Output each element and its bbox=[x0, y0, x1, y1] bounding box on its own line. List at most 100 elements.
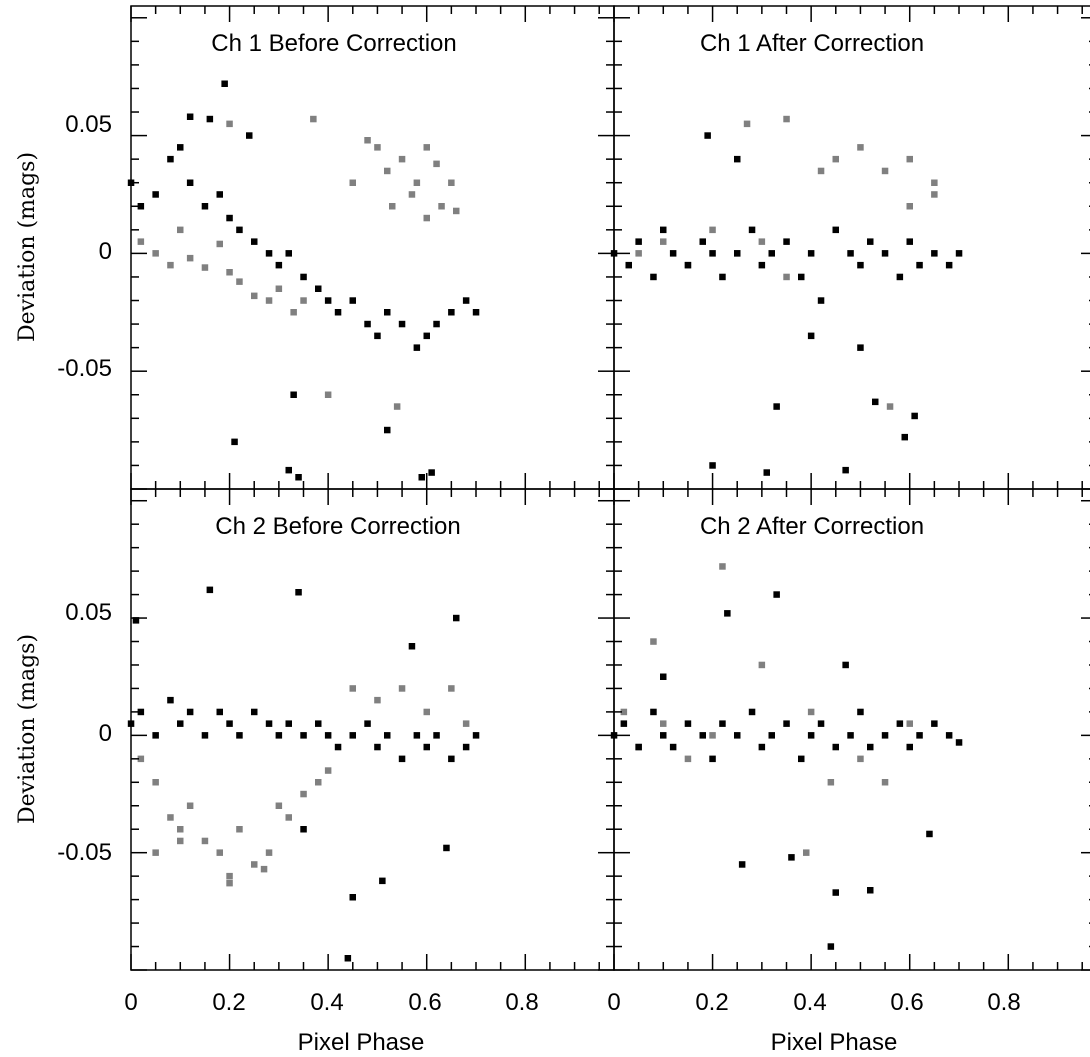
data-point bbox=[216, 240, 223, 248]
data-point bbox=[334, 309, 342, 316]
data-point bbox=[295, 589, 302, 596]
data-point bbox=[462, 297, 470, 304]
data-point bbox=[433, 160, 440, 168]
data-point bbox=[285, 720, 292, 727]
data-point bbox=[393, 403, 401, 410]
data-point bbox=[285, 250, 292, 257]
data-point bbox=[137, 203, 145, 210]
data-point bbox=[453, 614, 460, 622]
data-point bbox=[896, 720, 904, 727]
data-point bbox=[955, 739, 963, 746]
data-point bbox=[763, 469, 770, 476]
y-tick-label: 0 bbox=[99, 238, 112, 265]
data-point bbox=[295, 474, 302, 481]
data-point bbox=[423, 743, 430, 751]
data-point bbox=[896, 273, 904, 281]
data-point bbox=[167, 155, 174, 163]
data-point bbox=[137, 238, 145, 245]
data-point bbox=[201, 264, 209, 271]
data-point bbox=[206, 115, 214, 123]
data-point bbox=[650, 708, 657, 716]
data-point bbox=[931, 720, 938, 727]
data-point bbox=[300, 790, 307, 798]
data-point bbox=[186, 179, 194, 186]
data-point bbox=[226, 872, 233, 880]
data-point bbox=[817, 720, 825, 727]
data-point bbox=[226, 214, 233, 222]
data-point bbox=[413, 344, 421, 351]
data-point bbox=[955, 250, 963, 257]
data-point bbox=[236, 278, 243, 285]
data-point bbox=[300, 297, 307, 304]
data-point bbox=[408, 643, 416, 650]
data-point bbox=[413, 179, 421, 186]
data-point bbox=[226, 879, 233, 887]
data-point bbox=[709, 755, 716, 763]
data-point bbox=[231, 438, 238, 446]
data-point bbox=[364, 137, 371, 144]
data-point bbox=[186, 802, 194, 809]
data-point bbox=[906, 155, 913, 163]
data-point bbox=[290, 391, 297, 398]
data-point bbox=[384, 309, 391, 316]
data-point bbox=[349, 894, 356, 901]
data-point bbox=[246, 132, 253, 139]
data-point bbox=[285, 814, 292, 821]
data-point bbox=[906, 203, 913, 210]
data-point bbox=[847, 250, 854, 257]
data-point bbox=[743, 120, 751, 128]
data-point bbox=[275, 285, 283, 292]
data-point bbox=[251, 861, 258, 868]
data-point bbox=[349, 685, 356, 692]
y-tick-label: -0.05 bbox=[57, 839, 112, 866]
data-point bbox=[285, 466, 292, 474]
data-point bbox=[817, 167, 825, 175]
data-point bbox=[857, 755, 864, 763]
data-point bbox=[684, 720, 692, 727]
data-point bbox=[684, 261, 692, 269]
data-point bbox=[857, 144, 864, 151]
data-point bbox=[186, 708, 194, 716]
data-point bbox=[413, 732, 421, 739]
data-point bbox=[462, 720, 470, 727]
data-point bbox=[867, 238, 874, 245]
data-point bbox=[462, 743, 470, 751]
data-point bbox=[251, 238, 258, 245]
data-point bbox=[635, 238, 642, 245]
data-point bbox=[827, 779, 835, 786]
data-point bbox=[847, 732, 854, 739]
data-point bbox=[226, 269, 233, 276]
data-point bbox=[167, 814, 174, 821]
data-point bbox=[384, 732, 391, 739]
data-point bbox=[177, 837, 184, 845]
data-point bbox=[881, 779, 889, 786]
data-point bbox=[734, 155, 741, 163]
data-point bbox=[669, 743, 677, 751]
data-point bbox=[842, 661, 849, 669]
panel-title: Ch 2 Before Correction bbox=[215, 513, 460, 540]
data-point bbox=[783, 720, 790, 727]
data-point bbox=[783, 238, 790, 245]
x-tick-label: 0.4 bbox=[310, 989, 343, 1016]
data-point bbox=[738, 861, 746, 868]
x-tick-label: 0.8 bbox=[505, 989, 538, 1016]
data-point bbox=[344, 955, 352, 962]
x-tick-label: 0.6 bbox=[408, 989, 441, 1016]
data-point bbox=[423, 144, 430, 151]
data-point bbox=[132, 617, 140, 624]
points-layer bbox=[610, 563, 963, 950]
data-point bbox=[867, 743, 874, 751]
plot-frame bbox=[613, 5, 1090, 490]
data-point bbox=[423, 332, 430, 340]
data-point bbox=[177, 826, 184, 833]
panel-ch1-after: Ch 1 After Correction bbox=[610, 5, 1090, 490]
ticks-layer bbox=[613, 6, 1090, 490]
data-point bbox=[398, 320, 406, 328]
data-point bbox=[817, 297, 825, 304]
panel-title: Ch 2 After Correction bbox=[700, 513, 924, 540]
data-point bbox=[290, 309, 297, 316]
data-point bbox=[807, 250, 815, 257]
panel-ch1-before: Ch 1 Before Correction Deviation (mags) … bbox=[15, 5, 615, 490]
data-point bbox=[398, 685, 406, 692]
